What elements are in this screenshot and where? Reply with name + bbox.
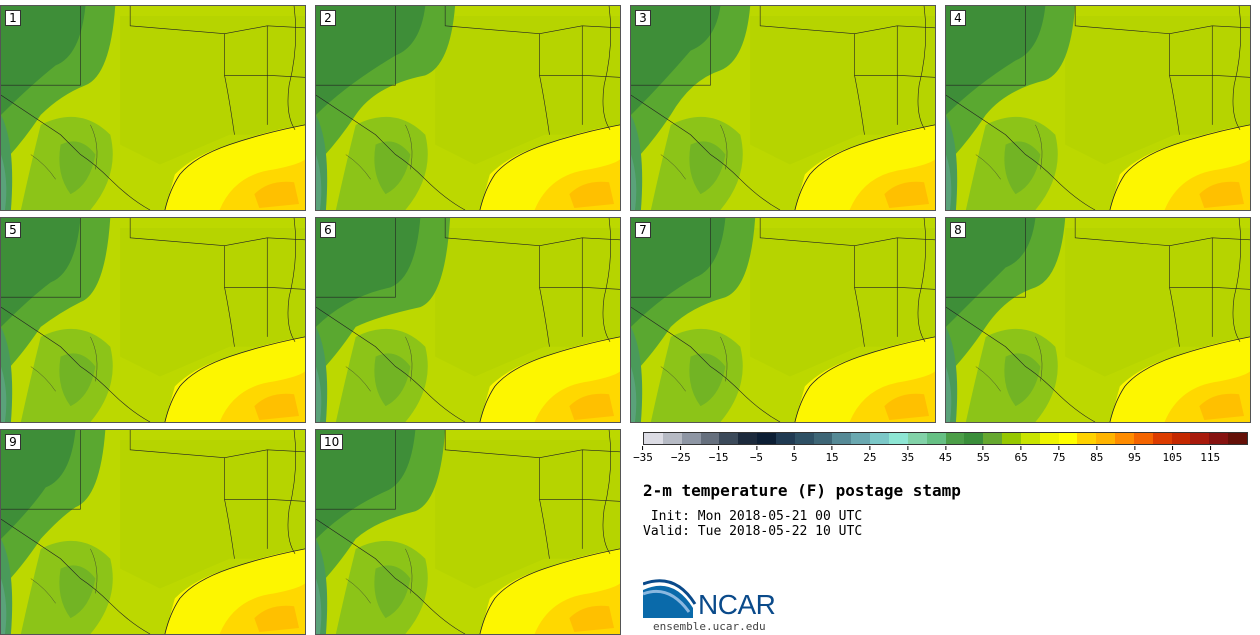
member-number: 8 [950,222,966,238]
colorbar-swatch [644,433,663,444]
ensemble-member-panel[interactable]: 5 [0,217,306,423]
member-number: 3 [635,10,651,26]
valid-time: Valid: Tue 2018-05-22 10 UTC [643,524,863,539]
colorbar-swatch [719,433,739,444]
ensemble-member-panel[interactable]: 8 [945,217,1251,423]
temperature-map [946,218,1250,422]
temperature-map [631,218,935,422]
colorbar-swatch [907,433,927,444]
colorbar-tick-label: −35 [633,446,653,464]
ensemble-member-panel[interactable]: 4 [945,5,1251,211]
colorbar-swatch [813,433,833,444]
colorbar-tick-label: 105 [1162,446,1182,464]
colorbar-tick-label: −25 [671,446,691,464]
colorbar-swatch [1115,433,1134,444]
colorbar-swatch [1077,433,1097,444]
temperature-map [1,218,305,422]
colorbar-swatch [700,433,720,444]
colorbar-swatch [662,433,682,444]
ensemble-member-panel[interactable]: 1 [0,5,306,211]
colorbar-swatch [851,433,871,444]
temperature-map [316,6,620,210]
ensemble-member-panel[interactable]: 9 [0,429,306,635]
colorbar-swatch [1096,433,1116,444]
member-number: 6 [320,222,336,238]
colorbar-swatch [1190,433,1210,444]
colorbar-tick-label: 115 [1200,446,1220,464]
colorbar-swatch [1020,433,1040,444]
temperature-map [946,6,1250,210]
colorbar-tick-label: 65 [1015,446,1028,464]
member-number: 10 [320,434,344,450]
colorbar-tick-label: 25 [863,446,877,464]
member-number: 9 [5,434,21,450]
ensemble-member-panel[interactable]: 2 [315,5,621,211]
colorbar-swatch [945,433,965,444]
member-number: 4 [950,10,966,26]
website-link[interactable]: ensemble.ucar.edu [653,620,766,633]
ensemble-member-panel[interactable]: 7 [630,217,936,423]
member-number: 1 [5,10,21,26]
colorbar-swatch [1039,433,1059,444]
colorbar-tick-label: 5 [791,446,798,464]
ensemble-member-panel[interactable]: 10 [315,429,621,635]
colorbar-tick-label: −15 [709,446,729,464]
colorbar-ticks: −35 −25 −15 −5 5 15 25 35 45 55 65 75 85 95 105 115 [633,446,1248,466]
ensemble-member-panel[interactable]: 6 [315,217,621,423]
member-number: 5 [5,222,21,238]
temperature-map [1,430,305,634]
colorbar-tick-label: 15 [825,446,839,464]
colorbar-swatch [1171,433,1191,444]
ncar-logo-icon [643,579,697,618]
colorbar-swatch [1228,433,1247,444]
temperature-map [1,6,305,210]
colorbar-swatch [794,433,814,444]
colorbar-tick-label: 55 [977,446,990,464]
colorbar-swatch [888,433,908,444]
member-number: 2 [320,10,336,26]
colorbar-swatch [870,433,889,444]
init-time: Init: Mon 2018-05-21 00 UTC [643,509,863,524]
colorbar [643,432,1248,445]
colorbar-swatch [681,433,701,444]
colorbar-swatch [926,433,946,444]
temperature-map [631,6,935,210]
temperature-map [316,430,620,634]
colorbar-tick-label: 85 [1090,446,1103,464]
chart-title: 2-m temperature (F) postage stamp [643,481,961,500]
colorbar-swatch [1209,433,1229,444]
colorbar-swatch [832,433,852,444]
colorbar-tick-label: 35 [901,446,914,464]
colorbar-swatch [757,433,776,444]
temperature-map [316,218,620,422]
colorbar-swatch [775,433,795,444]
colorbar-swatch [1133,433,1153,444]
colorbar-swatch [1152,433,1172,444]
colorbar-swatch [1058,433,1078,444]
colorbar-tick-label: −5 [750,446,763,464]
colorbar-swatch [964,433,984,444]
colorbar-swatch [1002,433,1021,444]
member-number: 7 [635,222,651,238]
colorbar-tick-label: 75 [1052,446,1066,464]
colorbar-tick-label: 45 [939,446,952,464]
logo-text: NCAR [698,589,776,620]
colorbar-tick-label: 95 [1128,446,1141,464]
ensemble-member-panel[interactable]: 3 [630,5,936,211]
colorbar-swatch [738,433,758,444]
colorbar-swatch [983,433,1003,444]
